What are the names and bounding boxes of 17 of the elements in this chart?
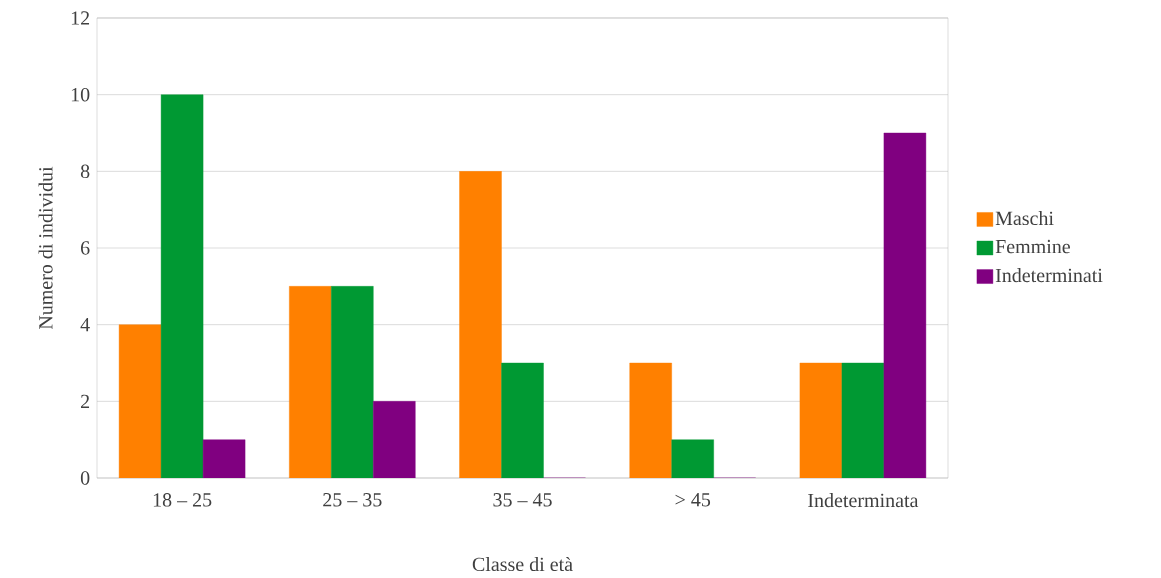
x-tick-label: 25 – 35 <box>323 493 382 507</box>
legend-label: Maschi <box>995 211 1054 226</box>
x-tick-label: > 45 <box>675 493 711 507</box>
x-tick-label: 18 – 25 <box>153 493 212 507</box>
x-axis-title: Classe di età <box>472 556 573 572</box>
y-tick-label: 10 <box>71 87 90 102</box>
y-tick-label: 12 <box>71 11 90 25</box>
x-tick-label: Indeterminata <box>808 493 919 508</box>
legend-label: Femmine <box>995 239 1070 254</box>
y-tick-label: 2 <box>81 394 90 408</box>
legend-label: Indeterminati <box>995 268 1103 283</box>
y-tick-label: 0 <box>80 471 90 485</box>
x-tick-label: 35 – 45 <box>493 493 552 507</box>
y-tick-label: 8 <box>80 164 90 179</box>
y-tick-label: 4 <box>80 318 90 332</box>
y-axis-title: Numero di individui <box>38 166 53 330</box>
y-tick-label: 6 <box>80 241 90 255</box>
